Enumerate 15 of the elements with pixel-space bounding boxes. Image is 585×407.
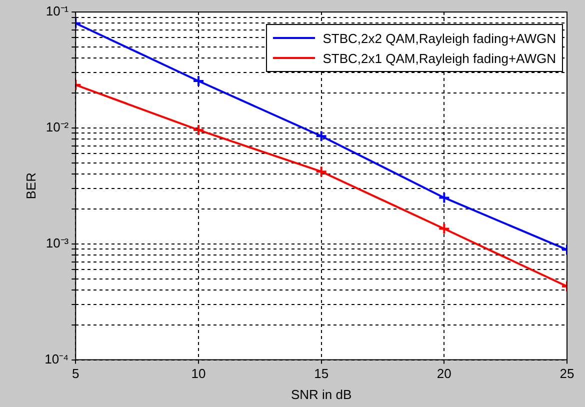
y-tick-label: 10⁻⁴ (44, 351, 69, 366)
x-tick-label: 25 (560, 366, 574, 382)
y-tick-label: 10⁻² (46, 120, 70, 135)
y-tick-label: 10⁻¹ (46, 4, 70, 19)
y-axis-title: BER (23, 172, 38, 200)
x-tick-label: 5 (72, 366, 80, 382)
legend-label: STBC,2x1 QAM,Rayleigh fading+AWGN (322, 50, 556, 66)
x-tick-label: 20 (436, 366, 452, 382)
x-tick-label: 10 (191, 366, 206, 382)
legend-label: STBC,2x2 QAM,Rayleigh fading+AWGN (322, 30, 556, 46)
point (315, 166, 328, 178)
point (315, 130, 328, 142)
x-axis-title: SNR in dB (290, 386, 352, 402)
y-tick-label: 10⁻³ (46, 235, 70, 250)
x-tick-label: 15 (314, 366, 329, 382)
